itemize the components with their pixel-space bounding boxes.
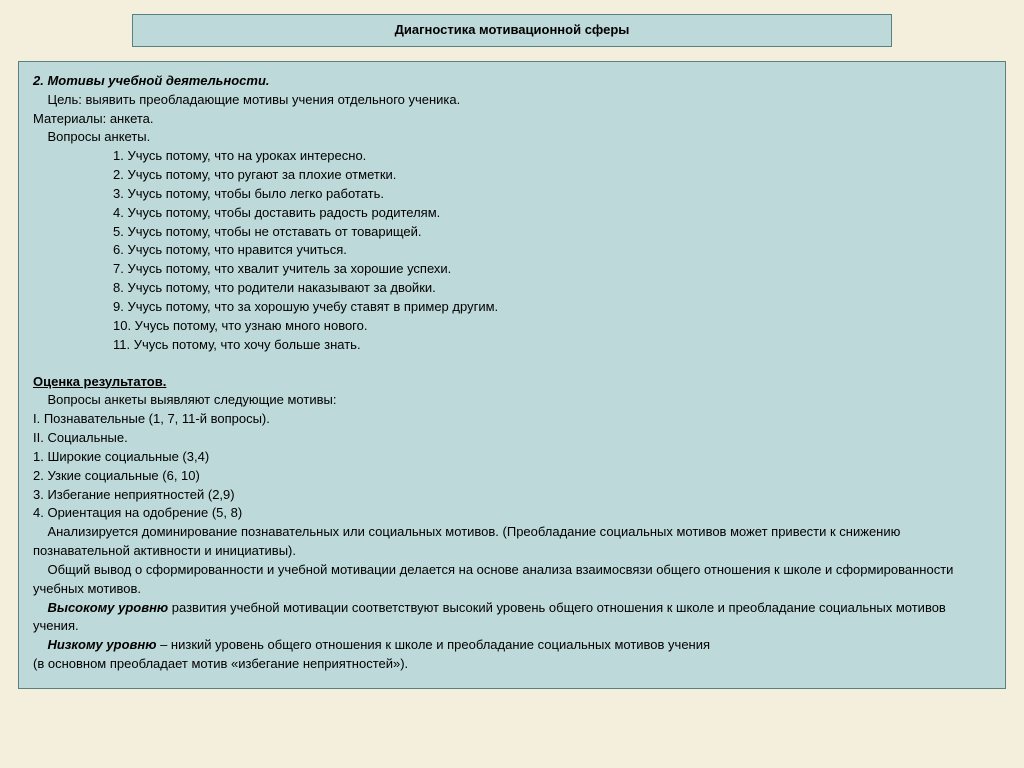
question-item: 7. Учусь потому, что хвалит учитель за х… xyxy=(33,260,991,279)
question-item: 8. Учусь потому, что родители наказывают… xyxy=(33,279,991,298)
low-level-label: Низкому уровню xyxy=(33,637,156,652)
high-level-text: развития учебной мотивации соответствуют… xyxy=(33,600,949,634)
question-item: 5. Учусь потому, чтобы не отставать от т… xyxy=(33,223,991,242)
results-intro: Вопросы анкеты выявляют следующие мотивы… xyxy=(33,391,991,410)
question-item: 1. Учусь потому, что на уроках интересно… xyxy=(33,147,991,166)
question-item: 4. Учусь потому, чтобы доставить радость… xyxy=(33,204,991,223)
materials-line: Материалы: анкета. xyxy=(33,110,991,129)
results-heading: Оценка результатов. xyxy=(33,373,991,392)
title-bar: Диагностика мотивационной сферы xyxy=(132,14,892,47)
question-item: 3. Учусь потому, чтобы было легко работа… xyxy=(33,185,991,204)
content-box: 2. Мотивы учебной деятельности. Цель: вы… xyxy=(18,61,1006,689)
low-level-tail: (в основном преобладает мотив «избегание… xyxy=(33,655,991,674)
questions-header: Вопросы анкеты. xyxy=(33,128,991,147)
results-line: 1. Широкие социальные (3,4) xyxy=(33,448,991,467)
question-item: 6. Учусь потому, что нравится учиться. xyxy=(33,241,991,260)
high-level-paragraph: Высокому уровню развития учебной мотивац… xyxy=(33,599,991,637)
analysis-paragraph: Анализируется доминирование познавательн… xyxy=(33,523,991,561)
results-line: 2. Узкие социальные (6, 10) xyxy=(33,467,991,486)
spacer xyxy=(33,355,991,373)
low-level-paragraph: Низкому уровню – низкий уровень общего о… xyxy=(33,636,991,655)
section-heading: 2. Мотивы учебной деятельности. xyxy=(33,72,991,91)
goal-line: Цель: выявить преобладающие мотивы учени… xyxy=(33,91,991,110)
results-line: II. Социальные. xyxy=(33,429,991,448)
results-line: I. Познавательные (1, 7, 11-й вопросы). xyxy=(33,410,991,429)
page-title: Диагностика мотивационной сферы xyxy=(395,22,630,37)
question-item: 2. Учусь потому, что ругают за плохие от… xyxy=(33,166,991,185)
results-line: 3. Избегание неприятностей (2,9) xyxy=(33,486,991,505)
high-level-label: Высокому уровню xyxy=(33,600,168,615)
low-level-text: – низкий уровень общего отношения к школ… xyxy=(156,637,710,652)
results-line: 4. Ориентация на одобрение (5, 8) xyxy=(33,504,991,523)
question-item: 10. Учусь потому, что узнаю много нового… xyxy=(33,317,991,336)
question-item: 9. Учусь потому, что за хорошую учебу ст… xyxy=(33,298,991,317)
summary-paragraph: Общий вывод о сформированности и учебной… xyxy=(33,561,991,599)
question-item: 11. Учусь потому, что хочу больше знать. xyxy=(33,336,991,355)
